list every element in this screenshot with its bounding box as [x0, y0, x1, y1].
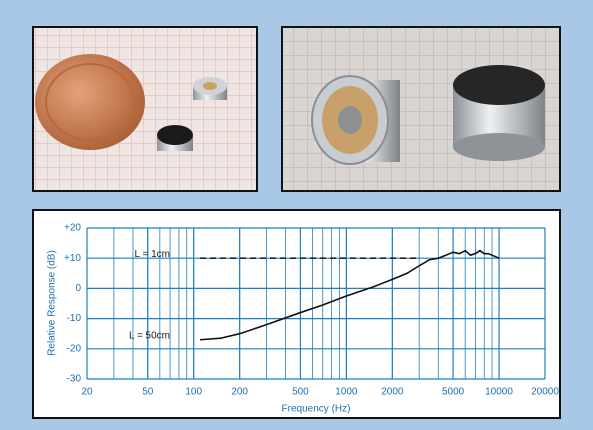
- x-tick-label: 200: [231, 387, 248, 398]
- x-axis-title: Frequency (Hz): [282, 404, 351, 415]
- series-label: L = 1cm: [135, 249, 170, 260]
- x-tick-label: 500: [292, 387, 309, 398]
- x-tick-label: 50: [142, 387, 154, 398]
- x-tick-label: 20000: [531, 387, 559, 398]
- y-tick-label: -30: [67, 374, 82, 385]
- photo-left: [32, 26, 258, 192]
- y-tick-label: +20: [64, 223, 81, 234]
- photo-right: [281, 26, 561, 192]
- x-tick-label: 10000: [485, 387, 513, 398]
- x-tick-label: 5000: [442, 387, 465, 398]
- y-tick-label: -20: [67, 343, 82, 354]
- x-tick-label: 2000: [381, 387, 404, 398]
- y-tick-label: 0: [75, 283, 81, 294]
- y-axis-title: Relative Response (dB): [47, 250, 58, 356]
- line: [199, 249, 500, 341]
- series-label: L = 50cm: [129, 330, 170, 341]
- y-tick-label: -10: [67, 313, 82, 324]
- y-tick-label: +10: [64, 253, 81, 264]
- x-tick-label: 1000: [335, 387, 358, 398]
- x-tick-label: 20: [81, 387, 93, 398]
- x-tick-label: 100: [185, 387, 202, 398]
